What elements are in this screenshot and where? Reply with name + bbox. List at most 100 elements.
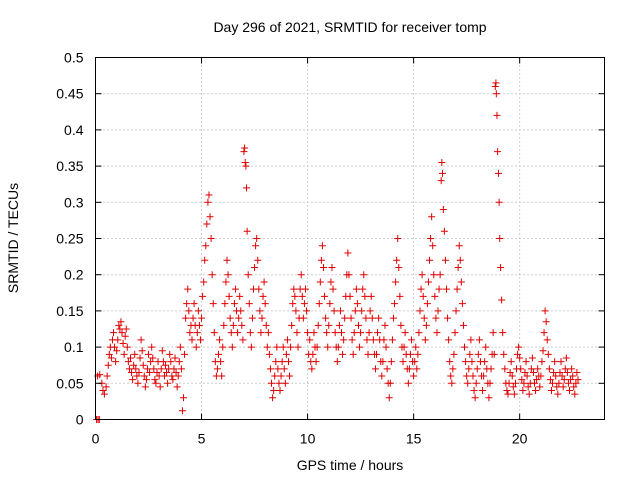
data-point [316, 278, 324, 286]
data-point [501, 365, 509, 373]
data-point [161, 361, 169, 369]
data-point [461, 343, 469, 351]
data-point [362, 314, 370, 322]
data-point [379, 358, 387, 366]
data-point [313, 343, 321, 351]
data-point [414, 350, 422, 358]
data-point [383, 365, 391, 373]
data-point [440, 227, 448, 235]
data-point [562, 354, 570, 362]
data-point [243, 227, 251, 235]
data-point [218, 372, 226, 380]
data-point [310, 329, 318, 337]
data-point [225, 292, 233, 300]
data-point [100, 390, 108, 398]
data-point [312, 358, 320, 366]
data-point [309, 350, 317, 358]
data-point [223, 256, 231, 264]
data-point [141, 383, 149, 391]
data-point [542, 318, 550, 326]
data-point [533, 376, 541, 384]
data-point [552, 372, 560, 380]
data-point [397, 321, 405, 329]
data-point [172, 368, 180, 376]
data-point [360, 271, 368, 279]
data-point [560, 376, 568, 384]
data-point [252, 242, 260, 250]
data-point [255, 285, 263, 293]
data-point [185, 307, 193, 315]
data-point [170, 365, 178, 373]
data-point [573, 368, 581, 376]
data-point [207, 235, 215, 242]
data-point [317, 256, 325, 264]
data-point [515, 343, 523, 351]
data-point [230, 300, 238, 308]
data-point [469, 372, 477, 380]
data-point [388, 336, 396, 344]
data-point [235, 314, 243, 322]
data-point [378, 372, 386, 380]
data-point [549, 379, 557, 387]
y-tick-label: 0.25 [56, 231, 83, 247]
data-point [468, 358, 476, 366]
data-point [570, 383, 578, 391]
data-point [244, 271, 252, 279]
data-point [124, 358, 132, 366]
data-point [516, 354, 524, 362]
data-point [284, 358, 292, 366]
data-point [336, 307, 344, 315]
data-point [231, 285, 239, 293]
data-point [111, 343, 119, 351]
y-tick-label: 0.35 [56, 158, 83, 174]
data-point [421, 336, 429, 344]
data-point [105, 350, 113, 358]
data-point [240, 148, 248, 156]
data-point [514, 350, 522, 358]
data-point [537, 372, 545, 380]
data-point [116, 325, 124, 333]
data-point [395, 263, 403, 271]
data-point [227, 329, 235, 337]
data-point [113, 347, 121, 355]
data-point [334, 343, 342, 351]
data-point [272, 358, 280, 366]
data-point [480, 372, 488, 380]
data-point [164, 379, 172, 387]
data-point [119, 339, 127, 347]
data-point [473, 365, 481, 373]
data-point [382, 343, 390, 351]
data-point [216, 336, 224, 344]
y-tick-label: 0.1 [64, 339, 84, 355]
data-point [466, 350, 474, 358]
data-point [159, 358, 167, 366]
data-point [314, 321, 322, 329]
data-point [550, 368, 558, 376]
data-point [556, 368, 564, 376]
data-point [324, 343, 332, 351]
data-point [306, 336, 314, 344]
data-point [103, 372, 111, 380]
data-point [475, 336, 483, 344]
data-point [572, 379, 580, 387]
data-point [353, 300, 361, 308]
data-point [289, 300, 297, 308]
data-point [259, 292, 267, 300]
data-point [449, 365, 457, 373]
data-point [365, 329, 373, 337]
data-point [288, 321, 296, 329]
data-point [241, 144, 249, 152]
data-point [471, 394, 479, 402]
data-point [318, 242, 326, 250]
data-point [148, 343, 156, 351]
data-point [451, 329, 459, 337]
data-point [246, 329, 254, 337]
data-point [363, 336, 371, 344]
data-point [195, 321, 203, 329]
data-point [510, 390, 518, 398]
data-point [563, 368, 571, 376]
data-point [455, 242, 463, 250]
data-point [319, 263, 327, 271]
data-point [120, 350, 128, 358]
data-point [278, 358, 286, 366]
